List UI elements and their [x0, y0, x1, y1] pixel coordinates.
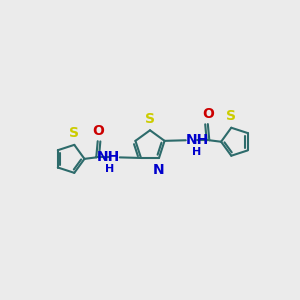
- Text: N: N: [153, 163, 165, 177]
- Text: O: O: [202, 106, 214, 121]
- Text: S: S: [69, 126, 79, 140]
- Text: NH: NH: [96, 150, 119, 164]
- Text: H: H: [192, 147, 201, 157]
- Text: H: H: [105, 164, 114, 174]
- Text: O: O: [92, 124, 104, 138]
- Text: S: S: [226, 109, 236, 123]
- Text: NH: NH: [186, 133, 209, 147]
- Text: S: S: [145, 112, 155, 126]
